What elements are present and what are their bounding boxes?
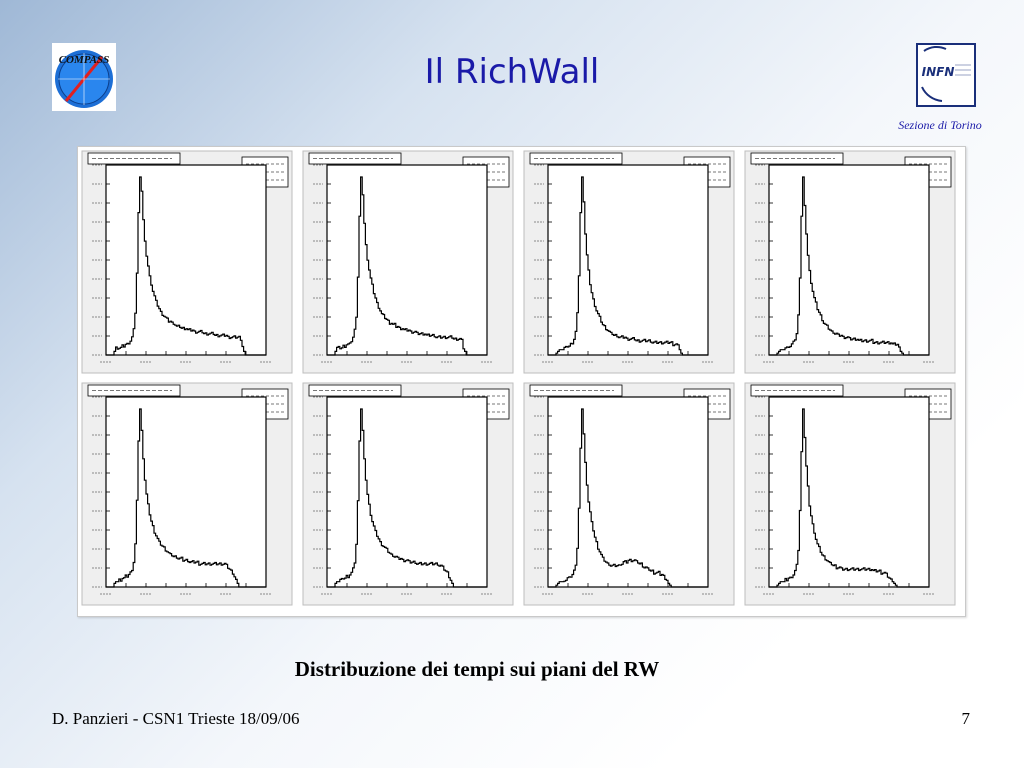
infn-caption: Sezione di Torino bbox=[898, 118, 982, 132]
histogram-line bbox=[327, 176, 487, 356]
histogram-line bbox=[106, 408, 266, 588]
page-number: 7 bbox=[961, 709, 971, 728]
infn-logo-text: INFN bbox=[922, 65, 955, 79]
compass-logo: COMPASS bbox=[52, 43, 116, 111]
histogram-line bbox=[327, 408, 487, 588]
plot-frame bbox=[105, 396, 267, 588]
plot-frame bbox=[326, 164, 488, 356]
plot-frame bbox=[547, 396, 709, 588]
histogram-line bbox=[769, 408, 929, 588]
compass-logo-text: COMPASS bbox=[59, 54, 110, 66]
plot-frame bbox=[547, 164, 709, 356]
plot-frame bbox=[105, 164, 267, 356]
histogram-grid-svg bbox=[81, 150, 956, 606]
plot-frame bbox=[768, 396, 930, 588]
plot-frame bbox=[326, 396, 488, 588]
histogram-line bbox=[106, 176, 266, 356]
histogram-line bbox=[548, 176, 708, 356]
histogram-line bbox=[548, 408, 708, 588]
histogram-grid bbox=[77, 146, 966, 617]
footer-author: D. Panzieri - CSN1 Trieste 18/09/06 bbox=[52, 709, 300, 728]
slide-title: Il RichWall bbox=[424, 52, 600, 92]
histogram-line bbox=[769, 176, 929, 356]
figure-caption: Distribuzione dei tempi sui piani del RW bbox=[294, 657, 660, 681]
plot-frame bbox=[768, 164, 930, 356]
infn-logo: INFN bbox=[916, 43, 976, 107]
